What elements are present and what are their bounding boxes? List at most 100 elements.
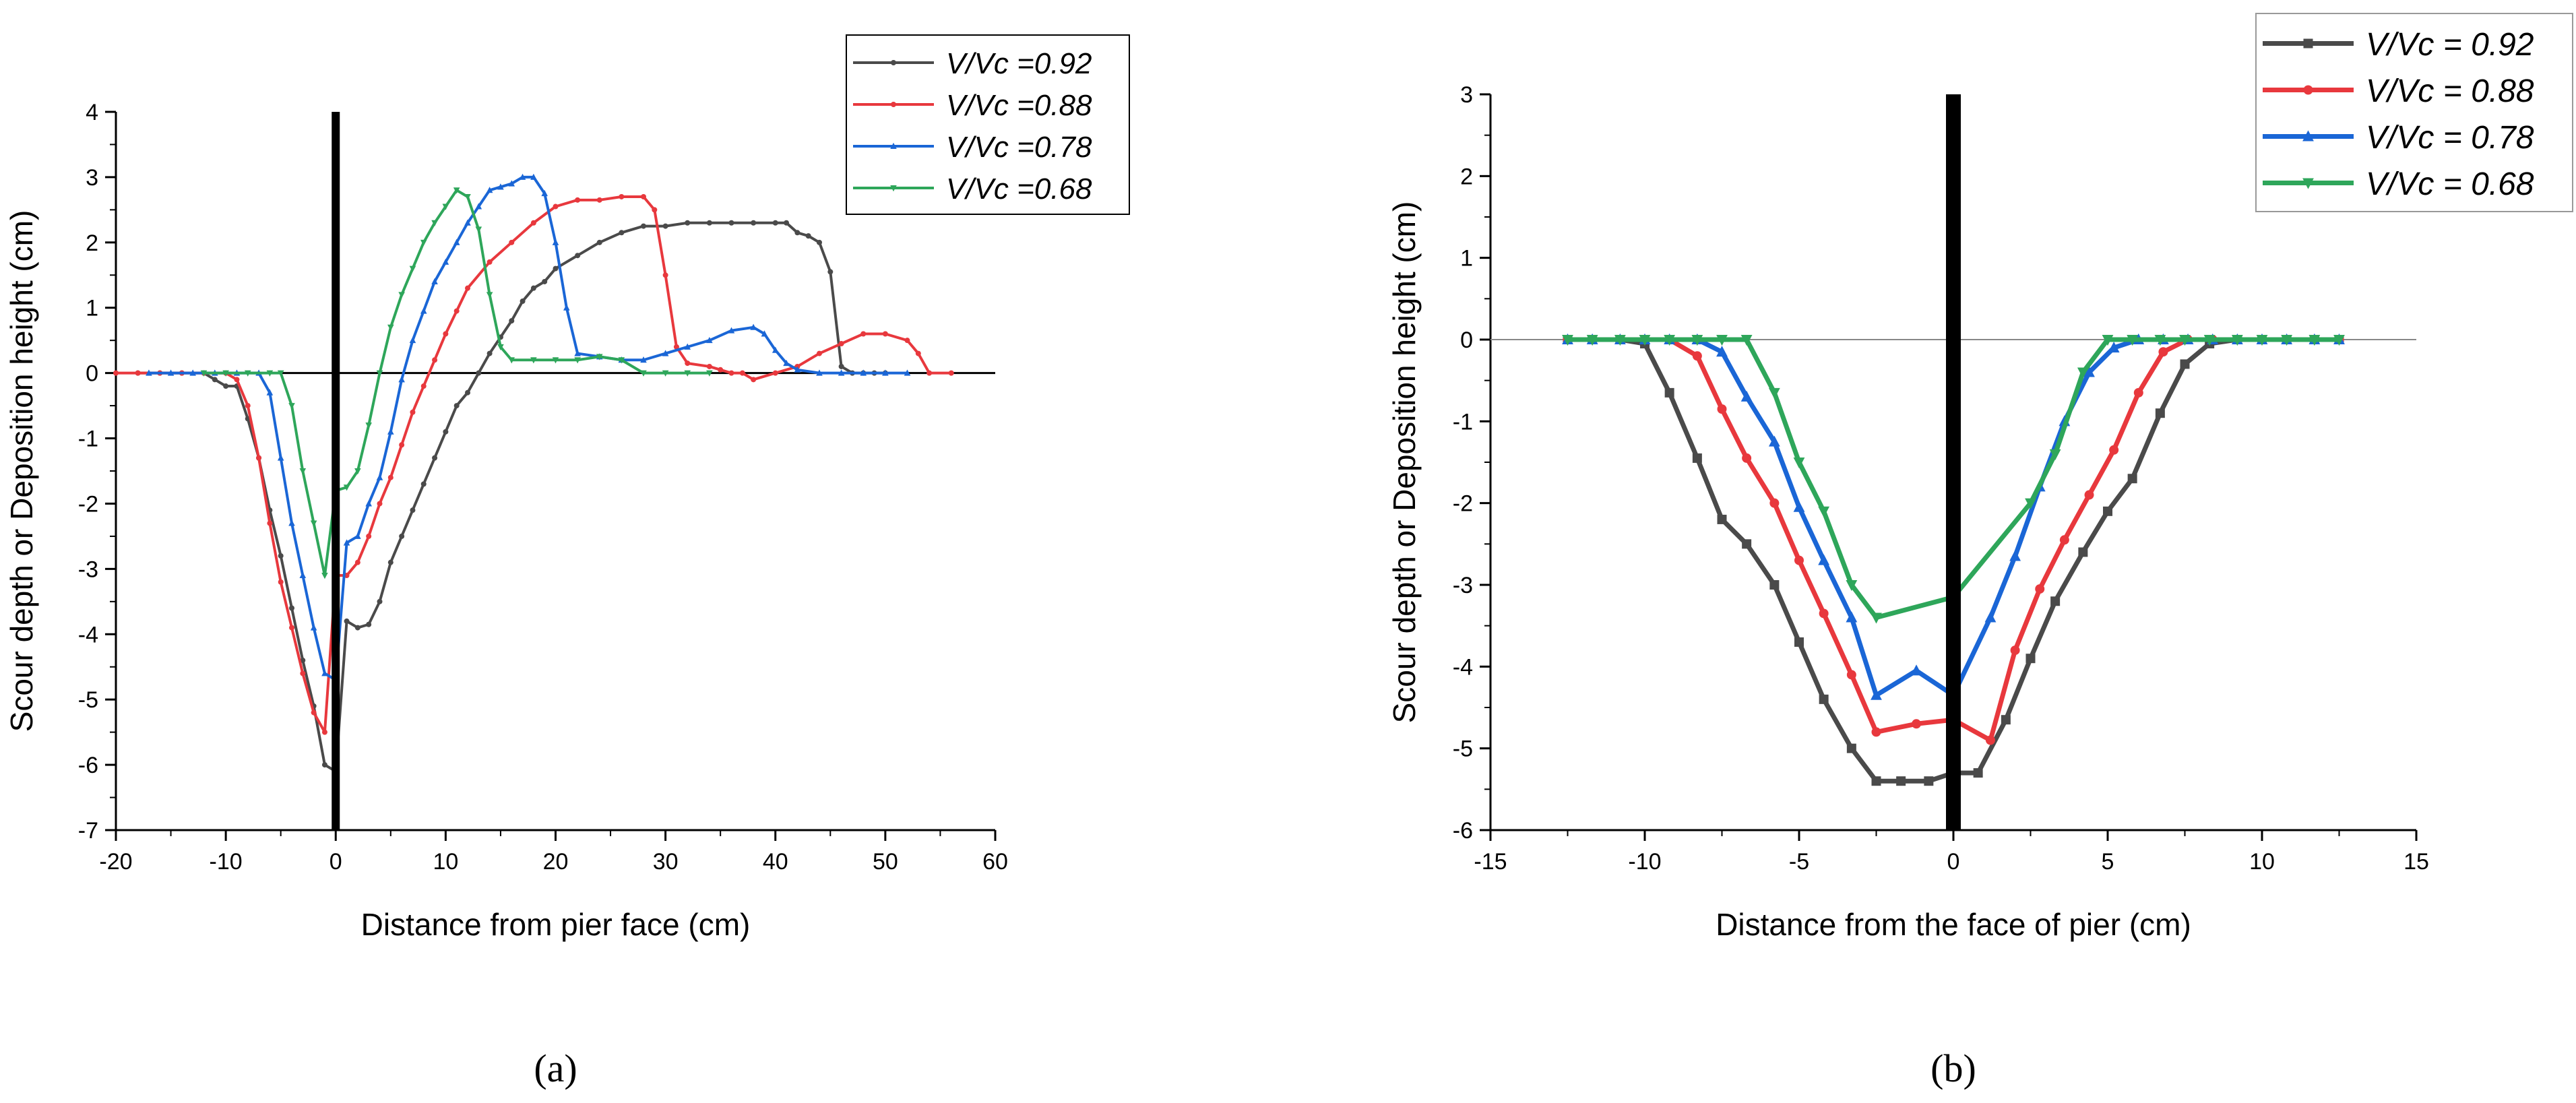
panel-a-series-line bbox=[203, 189, 710, 577]
panel-b-data-point bbox=[2049, 449, 2061, 460]
panel-a-data-point bbox=[519, 173, 526, 180]
panel-b-data-point bbox=[1614, 335, 1626, 346]
panel-b-data-point bbox=[2281, 335, 2293, 346]
panel-b-data-point bbox=[2025, 654, 2036, 664]
panel-a-data-point bbox=[497, 344, 504, 351]
panel-a-data-point bbox=[321, 762, 327, 768]
panel-a-data-point bbox=[365, 500, 372, 507]
panel-a-data-point bbox=[486, 350, 493, 356]
panel-a-label: (a) bbox=[534, 1046, 577, 1090]
panel-b-data-point bbox=[1716, 346, 1728, 357]
panel-a-x-tick-label: 0 bbox=[329, 849, 342, 875]
panel-a-data-point bbox=[288, 519, 295, 526]
panel-a-legend-label: V/Vc =0.88 bbox=[946, 89, 1092, 122]
panel-a-data-point bbox=[443, 331, 449, 337]
panel-a-data-point bbox=[288, 403, 295, 410]
panel-b-y-tick-label: -5 bbox=[1453, 736, 1473, 762]
panel-a-data-point bbox=[244, 370, 251, 377]
panel-a-data-point bbox=[640, 370, 647, 377]
panel-b-data-point bbox=[1664, 335, 1676, 346]
panel-a-data-point bbox=[640, 356, 647, 363]
panel-a-data-point bbox=[354, 468, 361, 475]
panel-a-data-point bbox=[751, 220, 757, 226]
panel-a-data-point bbox=[904, 338, 910, 344]
panel-b-y-tick-label: -3 bbox=[1453, 573, 1473, 598]
panel-a-x-tick-label: 40 bbox=[763, 849, 788, 875]
panel-a-data-point bbox=[904, 369, 911, 376]
panel-b-data-point bbox=[2009, 550, 2021, 561]
panel-b-data-point bbox=[1586, 335, 1598, 346]
panel-a-data-point bbox=[465, 285, 470, 291]
panel-a-data-point bbox=[266, 370, 274, 377]
panel-b-data-point bbox=[1639, 335, 1651, 346]
panel-a-data-point bbox=[465, 389, 470, 396]
panel-a-data-point bbox=[706, 336, 713, 344]
panel-a-x-tick-label: 10 bbox=[433, 849, 458, 875]
panel-a-data-point bbox=[486, 259, 493, 265]
panel-a-data-point bbox=[783, 359, 790, 367]
panel-b-y-tick-label: -4 bbox=[1453, 654, 1473, 680]
panel-a-data-point bbox=[728, 220, 734, 226]
panel-a-data-point bbox=[553, 203, 559, 210]
panel-b-data-point bbox=[2158, 347, 2168, 357]
panel-a-data-point bbox=[420, 383, 427, 389]
panel-a-data-point bbox=[706, 363, 712, 369]
panel-b-legend-label: V/Vc = 0.88 bbox=[2366, 73, 2534, 109]
panel-b-data-point bbox=[1793, 501, 1805, 512]
panel-b-data-point bbox=[1742, 453, 1752, 463]
panel-a-data-point bbox=[277, 370, 284, 377]
panel-a-data-point bbox=[641, 223, 646, 229]
panel-a-data-point bbox=[915, 350, 921, 356]
panel-a-y-axis-label: Scour depth or Deposition height (cm) bbox=[4, 210, 39, 732]
panel-b-data-point bbox=[2179, 335, 2191, 346]
panel-a-data-point bbox=[387, 324, 394, 331]
panel-b-data-point bbox=[1793, 458, 1805, 469]
panel-a-data-point bbox=[662, 370, 669, 377]
panel-a-y-tick-label: 4 bbox=[86, 100, 98, 125]
panel-b-y-axis-label: Scour depth or Deposition height (cm) bbox=[1387, 201, 1422, 724]
panel-a-data-point bbox=[387, 559, 394, 565]
panel-b-data-point bbox=[1818, 554, 1830, 565]
panel-b-data-point bbox=[1692, 351, 1702, 361]
panel-b-data-point bbox=[2078, 547, 2088, 557]
panel-b-data-point bbox=[2231, 335, 2243, 346]
panel-a-data-point bbox=[838, 369, 845, 376]
panel-a-data-point bbox=[267, 520, 273, 526]
panel-b-legend-label: V/Vc = 0.92 bbox=[2366, 27, 2534, 63]
panel-a-data-point bbox=[882, 331, 888, 337]
panel-a-data-point bbox=[542, 278, 548, 284]
panel-a-data-point bbox=[212, 377, 218, 383]
panel-a-data-point bbox=[574, 350, 581, 356]
panel-a-data-point bbox=[420, 481, 427, 487]
panel-a-data-point bbox=[838, 363, 844, 369]
panel-a-data-point bbox=[289, 605, 294, 611]
panel-a-series-line bbox=[116, 195, 951, 734]
panel-b-data-point bbox=[1664, 387, 1674, 398]
panel-b-data-point bbox=[1740, 390, 1753, 402]
panel-a-data-point bbox=[376, 370, 383, 377]
panel-b-x-tick-label: 5 bbox=[2102, 849, 2114, 875]
panel-b-data-point bbox=[2133, 387, 2143, 398]
panel-b-data-point bbox=[1691, 335, 1703, 346]
panel-a-data-point bbox=[343, 484, 350, 491]
panel-a-series-3 bbox=[200, 187, 713, 579]
panel-a-data-point bbox=[366, 621, 372, 627]
panel-a-data-point bbox=[278, 553, 284, 559]
panel-a-data-point bbox=[398, 376, 405, 383]
panel-a-y-tick-label: 3 bbox=[86, 165, 98, 191]
panel-b-y-tick-label: 1 bbox=[1460, 246, 1473, 272]
panel-a-data-point bbox=[399, 442, 405, 448]
panel-b-x-tick-label: -10 bbox=[1628, 849, 1661, 875]
panel-a-data-point bbox=[189, 369, 196, 376]
panel-a-data-point bbox=[387, 474, 394, 480]
panel-a-data-point bbox=[739, 370, 745, 376]
panel-a-data-point bbox=[860, 331, 867, 337]
panel-a-data-point bbox=[453, 308, 460, 314]
panel-b-y-tick-label: 0 bbox=[1460, 327, 1473, 353]
panel-a-data-point bbox=[530, 285, 536, 291]
panel-a-data-point bbox=[530, 220, 536, 226]
panel-a-data-point bbox=[300, 670, 306, 676]
panel-a-data-point bbox=[410, 507, 416, 513]
